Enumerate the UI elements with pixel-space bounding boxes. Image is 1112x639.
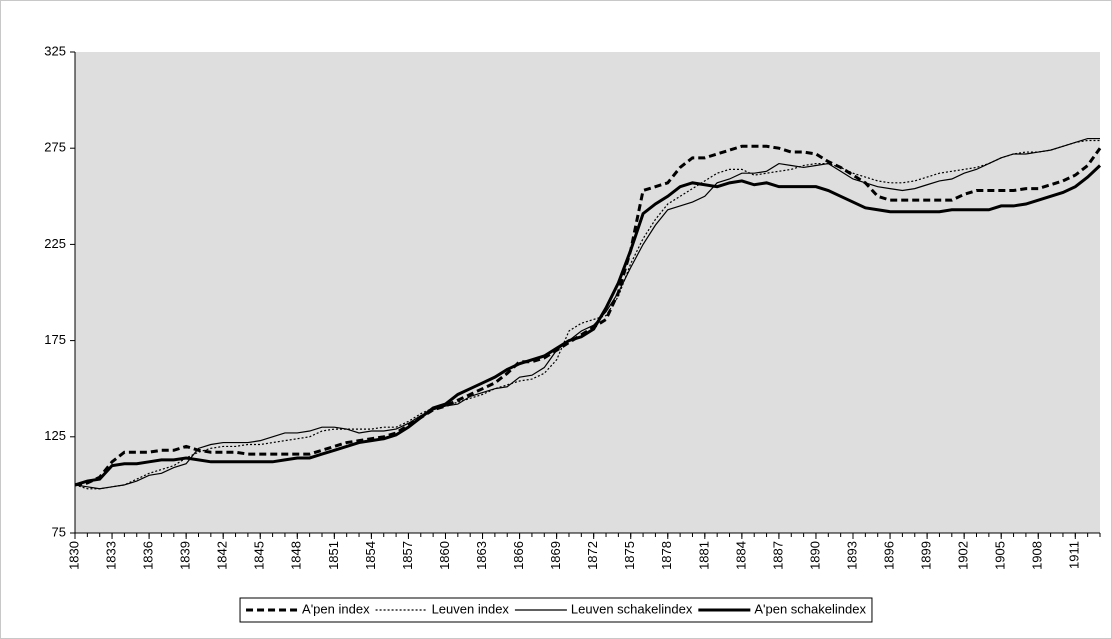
legend-label: A'pen schakelindex: [754, 601, 866, 616]
series-line: [74, 164, 1102, 487]
y-tick-label: 275: [44, 140, 66, 155]
x-tick-label: 1875: [622, 541, 637, 570]
x-tick-label: 1863: [474, 541, 489, 570]
x-tick-label: 1887: [770, 541, 785, 570]
y-tick-label: 175: [44, 332, 66, 347]
legend-label: A'pen index: [302, 601, 370, 616]
x-tick-label: 1902: [956, 541, 971, 570]
x-tick-label: 1878: [659, 541, 674, 570]
series-line: [74, 139, 1100, 490]
x-tick-label: 1908: [1030, 541, 1045, 570]
x-tick-label: 1872: [585, 541, 600, 570]
legend-label: Leuven index: [432, 601, 510, 616]
x-tick-label: 1854: [363, 541, 378, 570]
plot-area: [75, 52, 1100, 533]
x-tick-label: 1860: [437, 541, 452, 570]
x-tick-label: 1836: [141, 541, 156, 570]
x-tick-label: 1848: [289, 541, 304, 570]
x-tick-label: 1881: [696, 541, 711, 570]
x-tick-label: 1842: [215, 541, 230, 570]
x-tick-label: 1839: [178, 541, 193, 570]
y-tick-label: 225: [44, 236, 66, 251]
legend-label: Leuven schakelindex: [571, 601, 693, 616]
legend: A'pen index Leuven index Leuven schakelind…: [239, 597, 873, 623]
x-tick-label: 1869: [548, 541, 563, 570]
x-tick-label: 1899: [919, 541, 934, 570]
series-line: [74, 137, 1100, 490]
x-tick-label: 1884: [733, 541, 748, 570]
series-line: [74, 144, 1102, 487]
y-tick-label: 325: [44, 43, 66, 58]
x-tick-label: 1857: [400, 541, 415, 570]
x-tick-label: 1893: [844, 541, 859, 570]
y-tick-label: 125: [44, 428, 66, 443]
x-tick-label: 1851: [326, 541, 341, 570]
y-tick-label: 75: [52, 524, 66, 539]
x-tick-label: 1911: [1067, 541, 1082, 569]
x-tick-label: 1845: [252, 541, 267, 570]
x-tick-label: 1830: [66, 541, 81, 570]
x-tick-label: 1890: [807, 541, 822, 570]
x-tick-label: 1905: [993, 541, 1008, 570]
x-tick-label: 1866: [511, 541, 526, 570]
x-tick-label: 1833: [103, 541, 118, 570]
x-tick-label: 1896: [881, 541, 896, 570]
